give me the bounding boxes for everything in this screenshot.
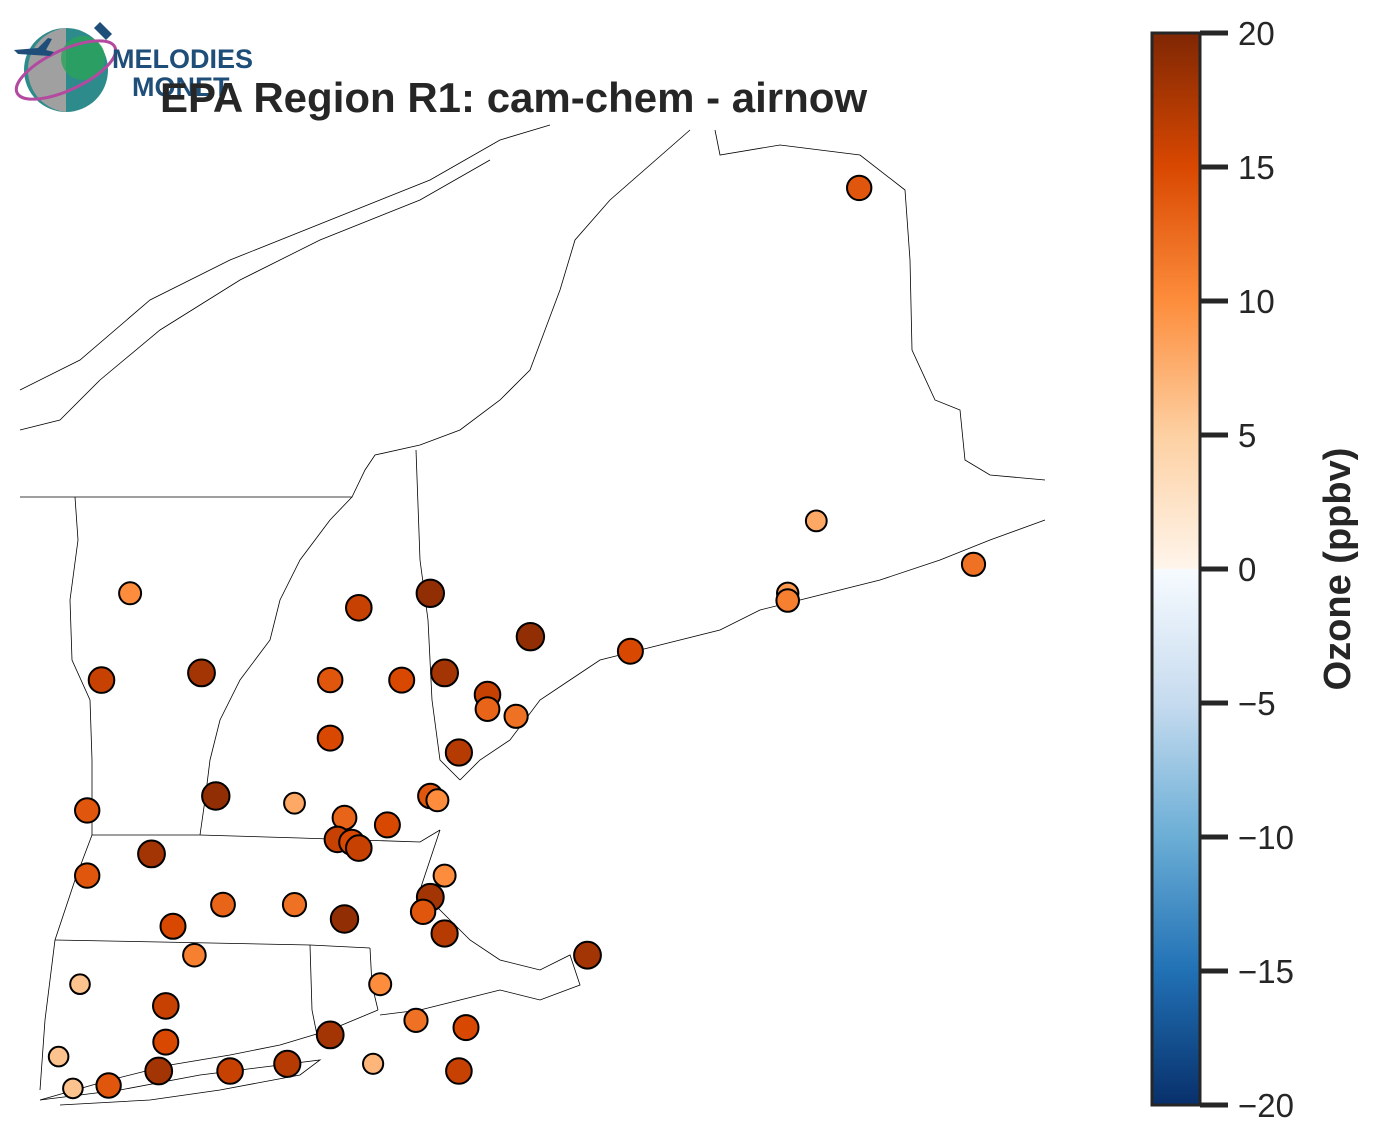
logo-text-line1: MELODIES bbox=[112, 44, 253, 74]
site-marker bbox=[216, 1057, 244, 1085]
logo-text-line2: MONET bbox=[132, 72, 230, 102]
colorbar-low bbox=[1152, 569, 1200, 1105]
site-marker bbox=[329, 904, 360, 934]
site-marker bbox=[95, 1072, 122, 1099]
airplane-icon bbox=[14, 38, 54, 56]
site-marker bbox=[69, 973, 91, 996]
site-marker bbox=[315, 1020, 345, 1050]
site-marker bbox=[283, 791, 306, 815]
colorbar-tick-label: 0 bbox=[1238, 551, 1256, 588]
site-marker bbox=[74, 862, 101, 889]
site-marker bbox=[452, 1014, 480, 1042]
colorbar-tick-label: 5 bbox=[1238, 417, 1256, 454]
site-marker bbox=[317, 666, 344, 694]
colorbar-tick-label: −10 bbox=[1238, 819, 1294, 856]
site-marker bbox=[415, 578, 445, 608]
colorbar-tick-label: 15 bbox=[1238, 149, 1275, 186]
site-marker bbox=[316, 724, 344, 752]
colorbar-label: Ozone (ppbv) bbox=[1317, 448, 1359, 691]
site-marker bbox=[210, 891, 236, 918]
satellite-icon bbox=[94, 22, 112, 40]
site-marker bbox=[137, 839, 166, 869]
site-marker bbox=[345, 594, 373, 622]
site-marker bbox=[444, 738, 473, 767]
site-marker bbox=[159, 912, 187, 940]
site-marker bbox=[430, 919, 459, 948]
site-marker bbox=[445, 1057, 473, 1085]
site-marker bbox=[281, 892, 308, 918]
site-marker bbox=[362, 1052, 385, 1075]
colorbar-tick-label: −5 bbox=[1238, 685, 1276, 722]
site-marker bbox=[846, 174, 873, 202]
colorbar-ticks: 20 15 10 5 0 −5 −10 −15 −20 bbox=[1200, 15, 1294, 1124]
site-marker bbox=[187, 658, 216, 688]
site-marker bbox=[182, 942, 207, 968]
site-marker bbox=[62, 1077, 84, 1100]
site-marker bbox=[345, 834, 373, 862]
site-marker bbox=[388, 666, 416, 694]
site-marker bbox=[144, 1056, 174, 1086]
melodies-monet-logo: MELODIES MONET bbox=[14, 22, 253, 112]
site-marker bbox=[960, 551, 987, 577]
site-marker bbox=[474, 696, 501, 722]
site-marker bbox=[515, 622, 546, 652]
map-title: EPA Region R1: cam-chem - airnow bbox=[160, 74, 868, 121]
site-marker bbox=[403, 1007, 429, 1034]
colorbar-tick-label: 10 bbox=[1238, 283, 1275, 320]
colorbar-high bbox=[1152, 33, 1200, 569]
site-marker bbox=[47, 1045, 70, 1068]
state-boundaries bbox=[19, 124, 1046, 1106]
site-marker bbox=[409, 898, 437, 925]
site-marker bbox=[804, 509, 828, 533]
site-marker bbox=[573, 940, 602, 970]
site-marker bbox=[368, 972, 393, 997]
site-marker bbox=[152, 1028, 180, 1056]
site-marker bbox=[430, 658, 460, 688]
colorbar-tick-label: −15 bbox=[1238, 953, 1294, 990]
site-marker bbox=[152, 992, 180, 1020]
colorbar-tick-label: −20 bbox=[1238, 1087, 1294, 1124]
site-marker bbox=[74, 797, 101, 824]
site-markers bbox=[47, 174, 987, 1100]
site-marker bbox=[616, 637, 644, 665]
site-marker bbox=[432, 863, 457, 888]
site-marker bbox=[425, 788, 450, 813]
site-marker bbox=[373, 811, 401, 839]
colorbar-tick-label: 20 bbox=[1238, 15, 1275, 52]
site-marker bbox=[87, 666, 116, 694]
site-marker bbox=[503, 703, 529, 729]
site-marker bbox=[273, 1049, 302, 1078]
site-marker bbox=[118, 581, 143, 606]
site-marker bbox=[775, 588, 801, 613]
site-marker bbox=[201, 781, 231, 811]
